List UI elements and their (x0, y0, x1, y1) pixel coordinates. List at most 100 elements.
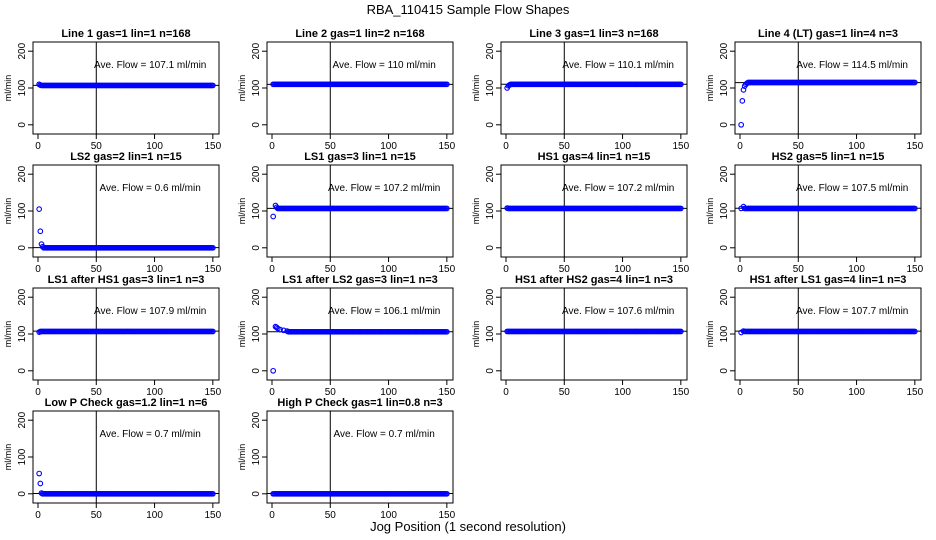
panel-title: Line 1 gas=1 lin=1 n=168 (61, 28, 190, 40)
y-axis-label: ml/min (237, 198, 247, 225)
y-tick-label: 0 (17, 122, 28, 128)
data-point (443, 81, 450, 88)
x-tick-label: 50 (793, 264, 805, 275)
data-point (677, 205, 684, 212)
y-axis-label: ml/min (237, 444, 247, 471)
panel-7: HS1 gas=4 lin=1 n=15 0 100 200 0 50 100 150 ml/m… (471, 151, 690, 275)
data-point (209, 82, 216, 89)
x-tick-label: 150 (672, 141, 689, 152)
y-tick-label: 200 (251, 288, 262, 305)
data-point (911, 205, 918, 212)
average-flow-annotation: Ave. Flow = 107.9 ml/min (94, 306, 206, 317)
x-tick-label: 100 (146, 510, 163, 521)
y-tick-label: 200 (485, 42, 496, 59)
y-tick-label: 200 (17, 411, 28, 428)
x-tick-label: 50 (559, 141, 571, 152)
average-flow-annotation: Ave. Flow = 0.7 ml/min (100, 429, 201, 440)
y-tick-label: 100 (485, 79, 496, 96)
panels-group: Line 1 gas=1 lin=1 n=168 0 100 200 0 50 100 150… (3, 28, 924, 521)
panel-title: LS1 after LS2 gas=3 lin=1 n=3 (282, 274, 438, 286)
average-flow-annotation: Ave. Flow = 106.1 ml/min (328, 306, 440, 317)
y-tick-label: 200 (251, 411, 262, 428)
average-flow-annotation: Ave. Flow = 107.6 ml/min (562, 306, 674, 317)
y-tick-label: 0 (251, 368, 262, 374)
y-tick-label: 0 (251, 491, 262, 497)
data-point (209, 328, 216, 335)
x-tick-label: 0 (35, 510, 41, 521)
y-tick-label: 100 (17, 448, 28, 465)
x-tick-label: 0 (503, 264, 509, 275)
x-tick-label: 150 (204, 387, 221, 398)
y-tick-label: 0 (485, 368, 496, 374)
data-point (443, 490, 450, 497)
y-tick-label: 100 (485, 325, 496, 342)
average-flow-annotation: Ave. Flow = 107.1 ml/min (94, 60, 206, 71)
x-tick-label: 100 (614, 387, 631, 398)
x-tick-label: 150 (204, 510, 221, 521)
data-point (270, 213, 277, 220)
x-tick-label: 100 (614, 141, 631, 152)
panel-title: HS2 gas=5 lin=1 n=15 (772, 151, 885, 163)
y-tick-label: 0 (251, 122, 262, 128)
y-tick-label: 0 (251, 245, 262, 251)
average-flow-annotation: Ave. Flow = 110 ml/min (333, 60, 436, 71)
data-point (443, 205, 450, 212)
x-tick-label: 50 (325, 387, 337, 398)
panel-8: HS2 gas=5 lin=1 n=15 0 100 200 0 50 100 150 ml/m… (705, 151, 924, 275)
x-tick-label: 50 (325, 141, 337, 152)
plot-frame (32, 164, 220, 258)
panel-title: LS1 after HS1 gas=3 lin=1 n=3 (48, 274, 205, 286)
panel-title: Line 3 gas=1 lin=3 n=168 (529, 28, 658, 40)
x-tick-label: 50 (325, 510, 337, 521)
x-tick-label: 50 (559, 264, 571, 275)
data-point (36, 470, 43, 477)
panel-title: LS2 gas=2 lin=1 n=15 (70, 151, 182, 163)
y-tick-label: 200 (485, 288, 496, 305)
y-axis-label: ml/min (471, 75, 481, 102)
x-tick-label: 0 (35, 264, 41, 275)
x-tick-label: 100 (380, 387, 397, 398)
plot-frame (500, 41, 688, 135)
panel-2: Line 2 gas=1 lin=2 n=168 0 100 200 0 50 100 150… (237, 28, 456, 152)
panel-9: LS1 after HS1 gas=3 lin=1 n=3 0 100 200 0 50 1… (3, 274, 222, 398)
data-point (740, 86, 747, 93)
x-tick-label: 150 (204, 264, 221, 275)
y-axis-label: ml/min (237, 321, 247, 348)
y-axis-label: ml/min (705, 75, 715, 102)
data-point (911, 328, 918, 335)
y-tick-label: 100 (719, 202, 730, 219)
x-tick-label: 150 (204, 141, 221, 152)
x-tick-label: 100 (146, 141, 163, 152)
x-tick-label: 0 (269, 510, 275, 521)
average-flow-annotation: Ave. Flow = 114.5 ml/min (796, 60, 908, 71)
y-tick-label: 100 (485, 202, 496, 219)
y-axis-label: ml/min (705, 321, 715, 348)
panel-title: HS1 after LS1 gas=4 lin=1 n=3 (750, 274, 907, 286)
x-tick-label: 0 (35, 141, 41, 152)
x-tick-label: 100 (848, 264, 865, 275)
y-tick-label: 100 (719, 325, 730, 342)
y-tick-label: 100 (251, 448, 262, 465)
x-tick-label: 150 (438, 141, 455, 152)
y-tick-label: 100 (719, 79, 730, 96)
y-axis-label: ml/min (3, 198, 13, 225)
average-flow-annotation: Ave. Flow = 110.1 ml/min (562, 60, 674, 71)
data-point (443, 328, 450, 335)
figure-title: RBA_110415 Sample Flow Shapes (367, 2, 570, 17)
plot-frame (266, 41, 454, 135)
x-tick-label: 100 (614, 264, 631, 275)
data-point (209, 244, 216, 251)
plot-frame (266, 410, 454, 504)
panel-title: HS1 gas=4 lin=1 n=15 (538, 151, 651, 163)
y-tick-label: 200 (17, 288, 28, 305)
average-flow-annotation: Ave. Flow = 107.2 ml/min (328, 183, 440, 194)
x-tick-label: 50 (91, 510, 103, 521)
x-tick-label: 150 (438, 387, 455, 398)
x-tick-label: 150 (438, 510, 455, 521)
average-flow-annotation: Ave. Flow = 107.2 ml/min (562, 183, 674, 194)
data-point (209, 490, 216, 497)
x-tick-label: 50 (559, 387, 571, 398)
x-tick-label: 50 (793, 387, 805, 398)
x-tick-label: 100 (146, 264, 163, 275)
